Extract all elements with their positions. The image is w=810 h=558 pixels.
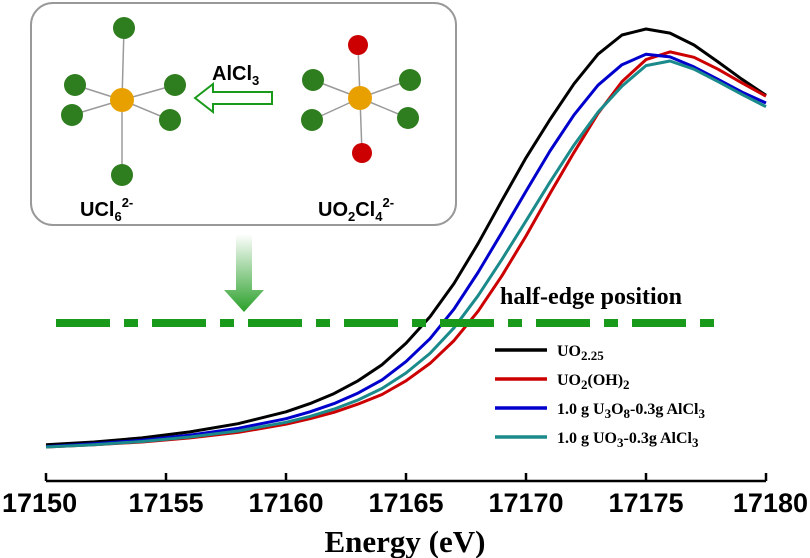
cl-atom xyxy=(301,109,323,131)
x-tick-label: 17175 xyxy=(608,488,683,518)
cl-atom xyxy=(397,107,419,129)
cl-atom xyxy=(399,69,421,91)
structure-inset: AlCl3 UCl62- UO2Cl42- xyxy=(30,2,457,226)
uo2cl4-molecule xyxy=(301,35,421,163)
u-atom xyxy=(110,88,134,112)
cl-atom xyxy=(113,17,135,39)
inset-border xyxy=(30,2,457,226)
legend-label: 1.0 g U3O8-0.3g AlCl3 xyxy=(557,401,705,421)
cl-atom xyxy=(64,74,86,96)
u-atom xyxy=(348,86,372,110)
series-line-4 xyxy=(45,59,767,449)
x-axis: 17150 17155 17160 17165 17170 17175 17180 xyxy=(2,473,808,518)
x-tick-label: 17180 xyxy=(733,488,808,518)
cl-atom xyxy=(111,164,133,186)
legend-label: 1.0 g UO3-0.3g AlCl3 xyxy=(557,430,699,450)
cl-atom xyxy=(302,69,324,91)
series-line-3 xyxy=(45,52,767,449)
x-axis-title: Energy (eV) xyxy=(325,524,486,558)
cl-atom xyxy=(164,74,186,96)
legend-label: UO2.25 xyxy=(557,343,604,363)
cl-atom xyxy=(61,104,83,126)
ucl6-molecule xyxy=(61,17,186,186)
series-line-1 xyxy=(45,27,767,447)
o-atom xyxy=(352,143,372,163)
x-tick-label: 17165 xyxy=(368,488,443,518)
o-atom xyxy=(348,35,368,55)
down-arrow-icon xyxy=(224,234,264,312)
x-tick-label: 17150 xyxy=(2,488,77,518)
cl-atom xyxy=(159,109,181,131)
x-tick-label: 17170 xyxy=(488,488,563,518)
x-tick-label: 17160 xyxy=(248,488,323,518)
reagent-label: AlCl3 xyxy=(212,63,259,88)
series-layer xyxy=(45,27,767,449)
legend: UO2.25 UO2(OH)2 1.0 g U3O8-0.3g AlCl3 1.0 g… xyxy=(495,343,705,450)
x-tick-label: 17155 xyxy=(128,488,203,518)
reaction-arrow-icon xyxy=(193,81,273,115)
uo2cl4-label: UO2Cl42- xyxy=(318,195,394,224)
half-edge-label: half-edge position xyxy=(500,284,682,310)
ucl6-label: UCl62- xyxy=(80,195,133,224)
legend-label: UO2(OH)2 xyxy=(557,372,630,392)
